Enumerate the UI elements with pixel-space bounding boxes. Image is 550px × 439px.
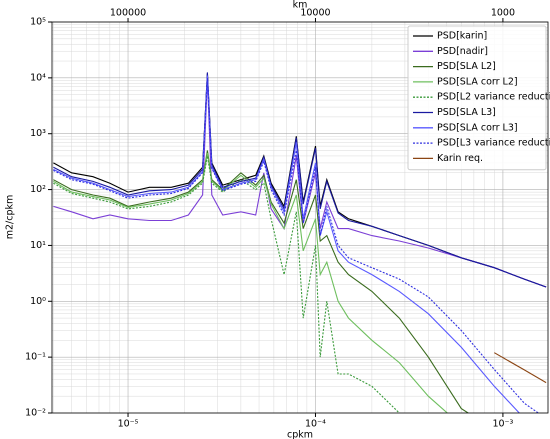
legend-box [407,25,547,171]
x2-tick-label: 1000 [491,8,515,19]
series-line [53,150,470,413]
legend-label: PSD[nadir] [437,46,488,57]
legend-label: PSD[L3 variance reduction] [437,138,550,149]
series-line [53,153,449,413]
x-axis-label: cpkm [287,430,313,439]
y-tick-label: 10⁴ [30,72,46,83]
x-tick-label: 10⁻³ [492,419,513,430]
series-line [53,155,401,413]
y-tick-label: 10⁻¹ [25,352,46,363]
x2-tick-label: 10000 [300,8,330,19]
y-tick-label: 10² [30,184,46,195]
legend-label: PSD[SLA L3] [437,107,496,118]
series-line [53,77,540,413]
x2-axis-label: km [293,0,308,11]
y-tick-label: 10¹ [30,240,46,251]
legend: PSD[karin] PSD[nadir] PSD[SLA L2] PSD[SLA c… [407,25,550,171]
x2-tick-label: 100000 [110,8,146,19]
series-line [53,75,521,413]
y-tick-label: 10⁰ [30,296,46,307]
y-tick-label: 10³ [30,128,46,139]
legend-label: Karin req. [437,153,483,164]
legend-label: PSD[karin] [437,31,487,42]
legend-label: PSD[L2 variance reduction] [437,92,550,103]
legend-label: PSD[SLA corr L2] [437,76,518,87]
y-axis-label: m2/cpkm [5,195,16,240]
plot-frame [51,21,549,414]
series-group [53,72,547,413]
legend-label: PSD[SLA corr L3] [437,122,518,133]
x-tick-label: 10⁻⁵ [118,419,139,430]
series-line [53,77,547,288]
y-tick-label: 10⁻² [25,408,46,419]
y-tick-label: 10⁵ [30,17,46,28]
x-tick-label: 10⁻⁴ [305,419,326,430]
series-line [494,352,547,384]
series-line [53,72,547,288]
legend-label: PSD[SLA L2] [437,61,496,72]
